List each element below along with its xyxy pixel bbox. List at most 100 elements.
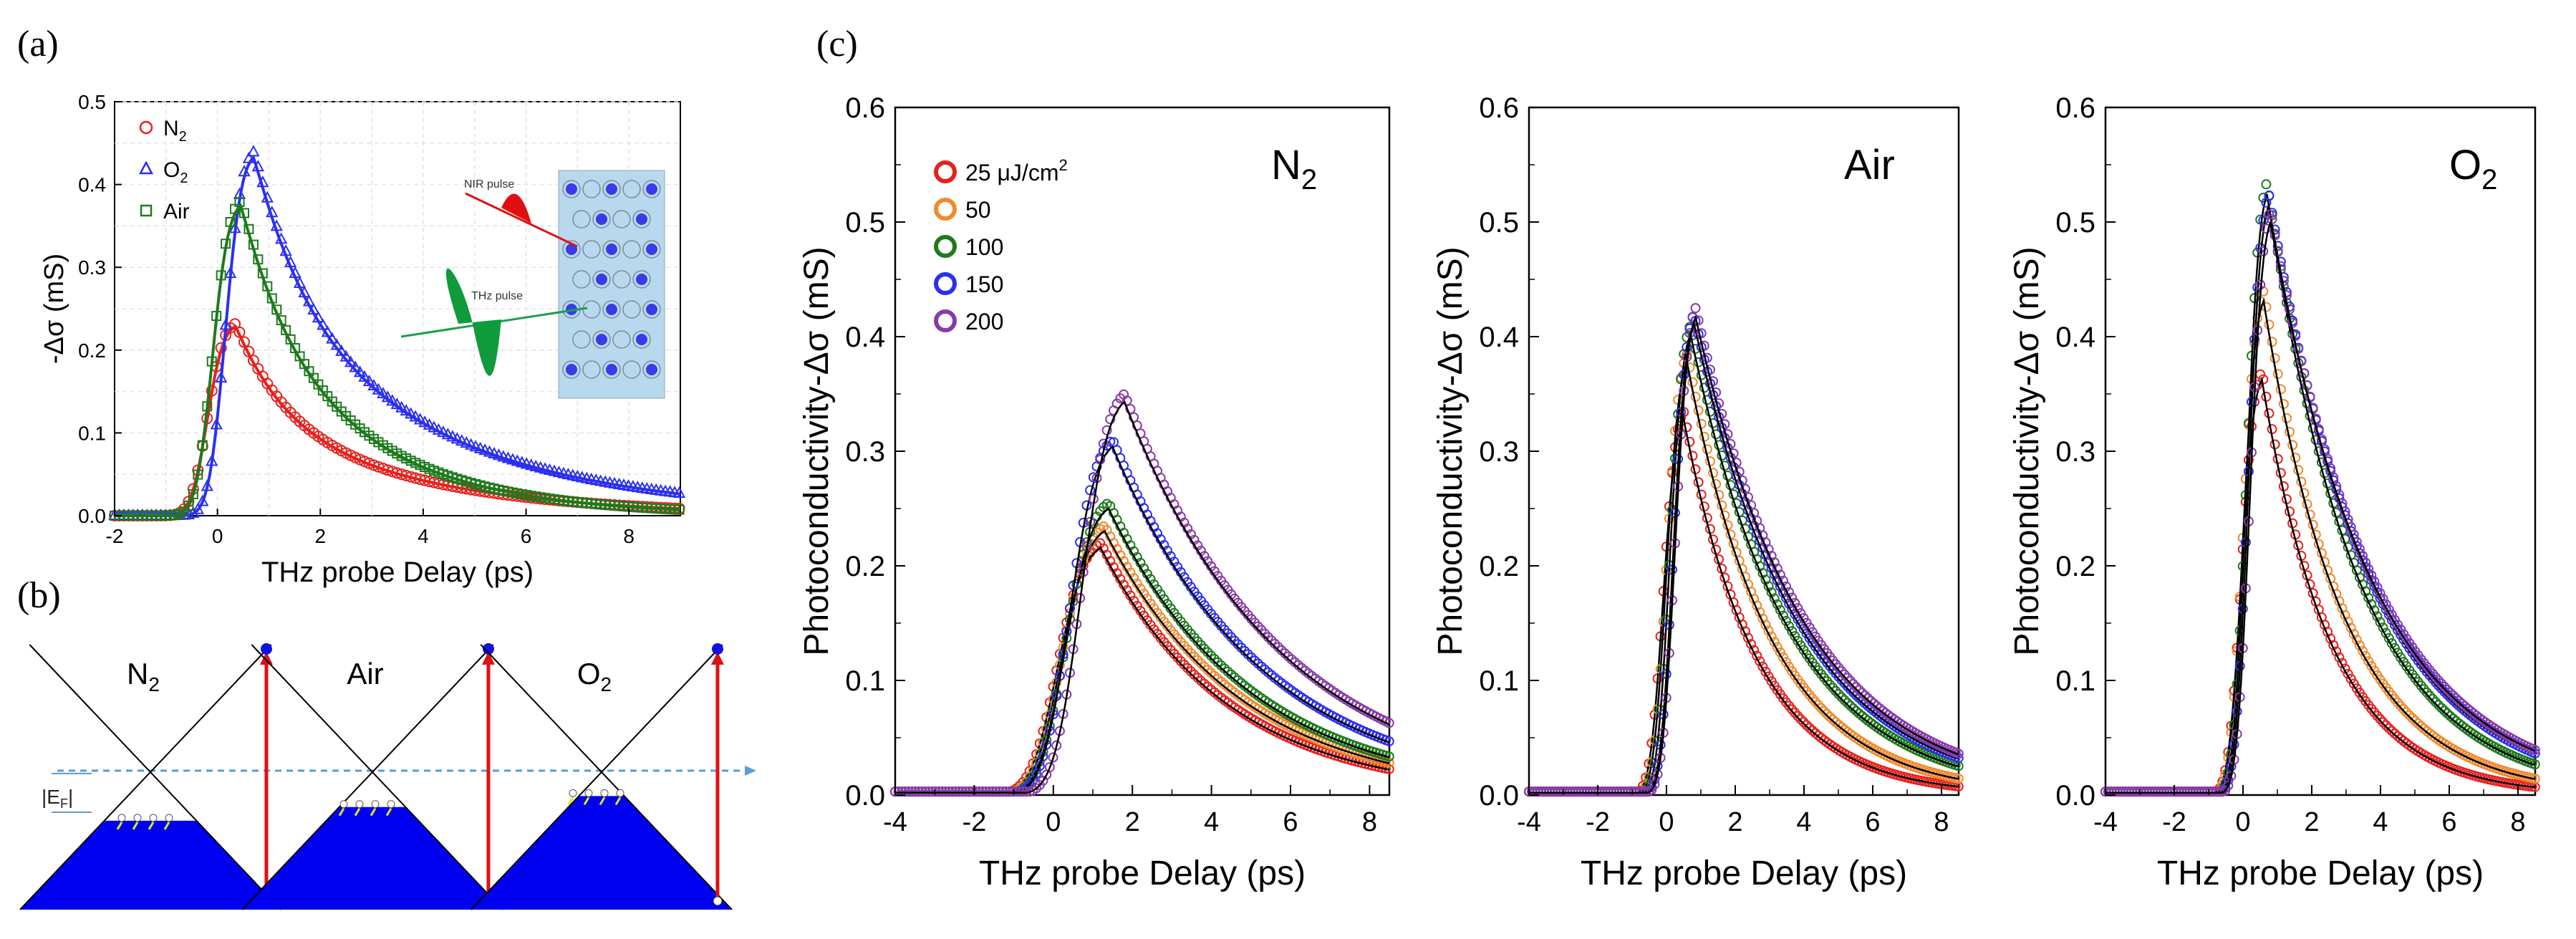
data-point [947, 786, 957, 797]
legend-label: 25 μJ/cm2 [965, 156, 1068, 186]
carrier-dot [566, 364, 577, 375]
data-point [1121, 395, 1132, 406]
scatter-dot [355, 800, 364, 809]
lattice-cell [632, 210, 651, 228]
data-point [1851, 682, 1861, 693]
data-point [1810, 728, 1820, 738]
relaxation-arrow [583, 796, 590, 806]
lattice-cell [602, 180, 621, 198]
cone-label: Air [347, 657, 383, 690]
fit-line [115, 203, 681, 517]
relaxation-arrow [385, 807, 392, 817]
data-point [2386, 726, 2397, 736]
data-point [984, 786, 995, 797]
relaxation-arrow [614, 796, 622, 806]
dirac-cone-air: Air [241, 643, 503, 910]
chart-panel-c-air: 0.0 0.1 0.2 0.3 0.4 0.5 0.6 -4 -2 0 2 4 6 8 THz probe … [1432, 92, 1964, 892]
lattice-cell [622, 300, 641, 319]
carrier-dot [606, 364, 617, 375]
carrier-dot [646, 364, 657, 375]
data-point [1807, 725, 1818, 736]
panel-label-b: (b) [17, 575, 61, 616]
carrier-dot [606, 244, 617, 255]
data-point [1851, 706, 1861, 716]
x-tick-label: 0 [212, 525, 223, 547]
x-axis-label: THz probe Delay (ps) [2157, 854, 2484, 892]
gas-label: Air [1844, 142, 1895, 188]
scatter-dot [133, 814, 142, 822]
x-tick-label: 6 [2441, 807, 2456, 837]
data-point [930, 786, 941, 797]
y-tick-label: 0.3 [2055, 436, 2095, 468]
gas-label: N2 [1271, 142, 1317, 196]
data-point [196, 494, 209, 506]
data-point [1250, 655, 1260, 666]
legend-marker [934, 309, 957, 332]
data-point [1232, 639, 1243, 650]
x-tick-label: 8 [2510, 807, 2525, 837]
y-tick-label: 0.4 [2055, 322, 2095, 353]
data-point [1830, 685, 1841, 696]
x-tick-label: 0 [2235, 807, 2250, 837]
lattice-cell [642, 300, 661, 319]
data-point [2343, 668, 2353, 679]
y-tick-label: 0.4 [1479, 322, 1519, 353]
data-point [1031, 783, 1042, 794]
data-point [1246, 652, 1257, 663]
x-tick-label: 2 [1727, 807, 1742, 837]
x-tick-label: 2 [314, 525, 326, 547]
scatter-dot [600, 789, 609, 797]
data-point [1038, 751, 1048, 762]
lattice-cell [592, 270, 611, 289]
data-point [1010, 786, 1021, 797]
y-tick-label: 0.4 [845, 322, 885, 353]
carrier-dot [596, 274, 607, 285]
lattice-cell [642, 360, 661, 379]
carrier-dot [596, 334, 607, 345]
data-point [1034, 761, 1045, 771]
legend-marker [934, 198, 957, 221]
data-point [1189, 651, 1200, 662]
data-point [1199, 661, 1210, 672]
data-point [1857, 688, 1868, 698]
scatter-dot [339, 800, 348, 809]
data-point [1798, 717, 1809, 728]
data-point [2389, 728, 2400, 739]
y-tick-label: 0.5 [1479, 207, 1519, 239]
carrier-dot [646, 183, 657, 195]
x-tick-label: 4 [1796, 807, 1811, 837]
data-point [1868, 698, 1879, 709]
legend-label: Air [163, 200, 190, 223]
band-line [19, 644, 272, 910]
data-point [1804, 723, 1815, 733]
y-axis-label: Photoconductivity-Δσ (mS) [798, 246, 836, 655]
data-point [1842, 673, 1853, 683]
data-point [1098, 501, 1109, 512]
data-point [1702, 352, 1712, 363]
relaxation-arrow [370, 807, 377, 817]
lattice-cell [572, 270, 591, 289]
y-tick-label: 0.0 [2055, 780, 2095, 812]
data-point [917, 786, 927, 797]
data-point [1236, 642, 1247, 653]
data-point [1699, 340, 1709, 351]
data-point [1828, 714, 1838, 725]
data-point [990, 786, 1001, 797]
data-point [980, 786, 991, 797]
y-axis-label: Photoconductivity-Δσ (mS) [2008, 246, 2046, 655]
hole-dot [713, 896, 723, 906]
legend-marker [139, 120, 153, 135]
lattice-cell [632, 330, 651, 349]
data-point [2383, 723, 2394, 733]
lattice-cell [602, 360, 621, 379]
relaxation-arrow [148, 822, 155, 830]
data-point [2378, 717, 2388, 728]
legend-label: 200 [965, 309, 1003, 334]
data-point [2345, 673, 2356, 684]
data-point [1833, 719, 1844, 730]
relaxation-arrow [338, 807, 345, 817]
setup-inset: NIR pulse THz pulse [400, 170, 665, 399]
band-line [241, 644, 494, 910]
data-point [927, 786, 937, 797]
data-point [900, 786, 911, 797]
